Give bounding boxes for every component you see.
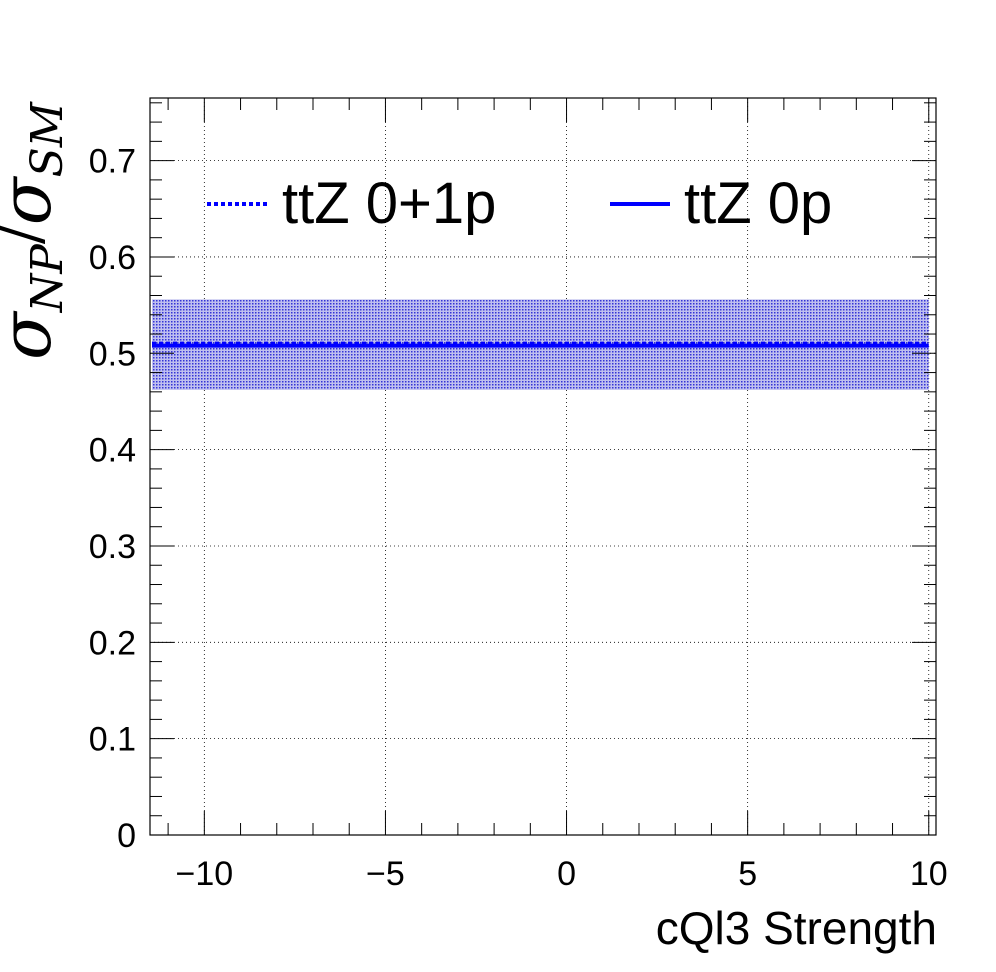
y-tick-label: 0.7: [89, 143, 136, 181]
y-title-sub-sm: SM: [22, 101, 73, 177]
x-tick-label: −10: [175, 855, 233, 893]
y-title-sigma-num: σ: [0, 310, 67, 360]
plot-frame: [149, 97, 937, 836]
axis-ticks: [150, 98, 936, 836]
y-title-slash: /: [0, 225, 54, 244]
x-tick-label: 5: [738, 855, 757, 893]
legend-label-ttz-0p: ttZ 0p: [684, 171, 832, 236]
y-tick-label: 0.3: [89, 528, 136, 566]
x-tick-label: 0: [557, 855, 576, 893]
series-lines: [152, 341, 929, 348]
y-tick-label: 0: [117, 817, 136, 855]
y-tick-label: 0.2: [89, 624, 136, 662]
x-axis-title: cQl3 Strength: [656, 902, 937, 954]
tick-labels: −10 −5 0 5 10 0 0.1 0.2 0.3 0.4 0.5 0.6 0.7: [89, 143, 948, 893]
y-tick-label: 0.5: [89, 335, 136, 373]
y-tick-label: 0.4: [89, 432, 136, 470]
x-tick-label: −5: [366, 855, 405, 893]
legend-label-ttz-0-1p: ttZ 0+1p: [282, 171, 496, 236]
x-tick-label: 10: [910, 855, 948, 893]
y-title-sub-np: NP: [22, 243, 73, 314]
y-axis-title: σNP/σSM: [0, 101, 73, 360]
legend: ttZ 0+1p ttZ 0p: [207, 171, 832, 236]
y-title-sigma-den: σ: [0, 175, 67, 225]
svg-text:σNP/σSM: σNP/σSM: [0, 101, 73, 360]
y-tick-label: 0.6: [89, 239, 136, 277]
y-tick-label: 0.1: [89, 721, 136, 759]
